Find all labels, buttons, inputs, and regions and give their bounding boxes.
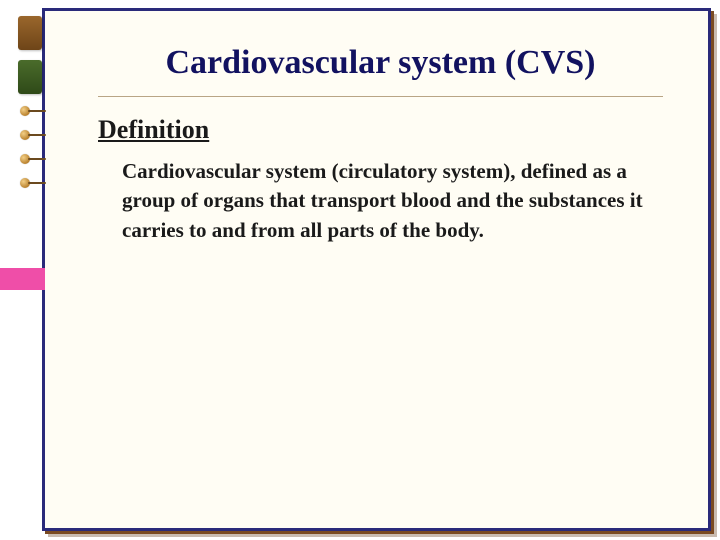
rail-bar-brown — [18, 16, 42, 50]
accent-block — [0, 268, 45, 290]
slide-frame: Cardiovascular system (CVS) Definition C… — [0, 0, 720, 540]
slide-subtitle: Definition — [98, 115, 663, 145]
slide-title: Cardiovascular system (CVS) — [98, 44, 663, 82]
slide-content: Cardiovascular system (CVS) Definition C… — [42, 8, 711, 531]
rail-bar-green — [18, 60, 42, 94]
divider — [98, 96, 663, 97]
slide-body: Cardiovascular system (circulatory syste… — [98, 157, 658, 245]
